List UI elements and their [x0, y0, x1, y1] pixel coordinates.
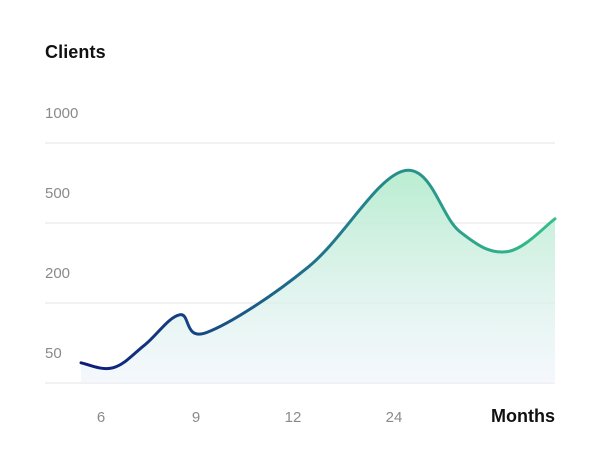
y-axis-ticks: 1000 500 200 50 [45, 105, 78, 362]
chart-title: Clients [45, 42, 106, 62]
series-line [79, 168, 557, 371]
y-tick-label: 50 [45, 345, 62, 362]
x-axis-label: Months [491, 406, 555, 426]
y-tick-label: 500 [45, 185, 70, 202]
x-tick-label: 6 [97, 409, 105, 426]
y-tick-label: 200 [45, 265, 70, 282]
series-area-fill [81, 170, 555, 383]
x-axis-ticks: 6 9 12 24 [97, 409, 403, 426]
y-tick-label: 1000 [45, 105, 78, 122]
x-tick-label: 9 [192, 409, 200, 426]
x-tick-label: 24 [386, 409, 403, 426]
x-tick-label: 12 [285, 409, 302, 426]
